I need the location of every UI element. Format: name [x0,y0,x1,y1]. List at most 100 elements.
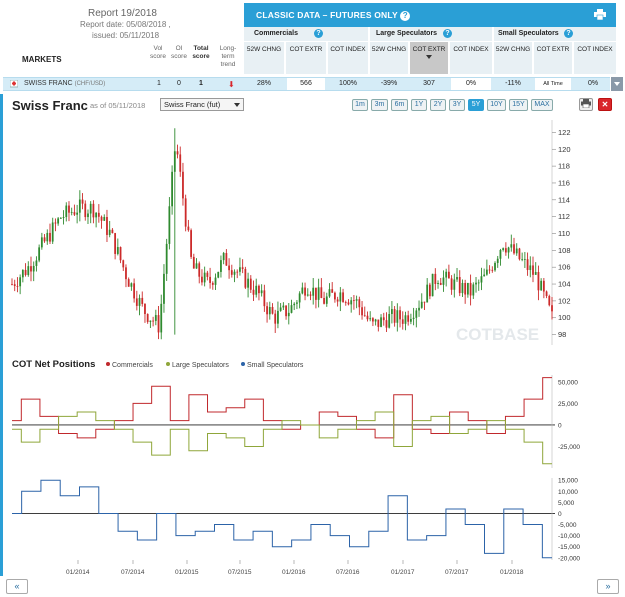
range-6m-button[interactable]: 6m [391,99,408,111]
price-candle [59,217,62,219]
price-candle [480,276,483,283]
price-candle [350,300,353,305]
total-score-header[interactable]: Total score [192,45,210,60]
market-name[interactable]: SWISS FRANC (CHF/USD) [24,80,105,87]
price-candle [420,301,423,308]
lg-52w-header[interactable]: 52W CHNG [370,42,408,74]
price-candle [504,248,507,253]
net-tick-label: 0 [558,422,562,429]
sm-52w-header[interactable]: 52W CHNG [494,42,532,74]
price-candle [21,269,24,278]
price-candle [130,283,133,287]
range-10y-button[interactable]: 10Y [487,99,506,111]
printer-icon[interactable] [594,9,606,20]
price-candle [445,271,448,278]
lg-index-header[interactable]: COT INDEX [450,42,492,74]
range-1m-button[interactable]: 1m [352,99,368,111]
price-candle [35,260,38,266]
price-candle [304,287,306,296]
price-candle [453,279,456,290]
sm-extr-header[interactable]: COT EXTR [534,42,572,74]
price-candle [114,233,117,254]
price-candle [182,171,184,199]
price-candle [201,276,203,283]
price-candle [51,222,54,242]
commercials-band [244,27,368,41]
price-candle [298,293,301,303]
price-candle [483,274,486,277]
price-candle [426,284,429,303]
price-candle [521,259,524,260]
trend-header[interactable]: Long-term trend [219,45,237,68]
price-candle [81,199,84,204]
price-candle [198,263,201,277]
price-candle [377,319,380,327]
x-tick-label: 07/2017 [445,569,469,576]
range-15y-button[interactable]: 15Y [509,99,528,111]
price-candle [442,277,445,285]
help-icon[interactable]: ? [443,29,452,38]
price-candle [358,299,361,308]
oi-score-header[interactable]: OI score [171,45,187,60]
sm-index-header[interactable]: COT INDEX [574,42,616,74]
com-52w-header[interactable]: 52W CHNG [244,42,284,74]
price-candle [325,296,328,304]
close-chart-button[interactable]: ✕ [598,98,612,111]
range-3y-button[interactable]: 3Y [449,99,465,111]
report-title: Report 19/2018 [88,8,157,19]
price-candle [266,306,268,315]
price-candle [456,277,458,280]
price-candle [125,267,127,280]
lg-extr-header[interactable]: COT EXTR [410,42,448,74]
price-candle [388,314,391,328]
small-tick-label: -10,000 [558,533,580,540]
price-candle [138,297,141,306]
price-candle [496,258,499,263]
print-chart-button[interactable] [579,98,593,111]
price-candle [529,265,532,271]
help-icon[interactable]: ? [564,29,573,38]
watermark: COTBASE [456,325,539,344]
price-candle [103,217,106,221]
com-index-header[interactable]: COT INDEX [328,42,368,74]
legend-marker [106,362,110,366]
price-tick-label: 108 [558,246,571,255]
range-5y-button[interactable]: 5Y [468,99,484,111]
panel-accent [0,94,3,576]
row-dropdown-button[interactable] [611,77,623,91]
market-pair: (CHF/USD) [74,81,106,87]
price-candle [472,284,475,296]
vol-score-header[interactable]: Vol score [150,45,166,60]
prev-market-button[interactable]: « [6,579,28,594]
range-3m-button[interactable]: 3m [371,99,388,111]
com-extr-header[interactable]: COT EXTR [286,42,326,74]
large-band [370,27,492,41]
range-2y-button[interactable]: 2Y [430,99,446,111]
next-market-button[interactable]: » [597,579,619,594]
price-candle [537,272,540,291]
price-candle [401,319,404,324]
price-candle [260,290,263,294]
price-candle [282,305,285,308]
price-candle [222,253,225,261]
price-candle [344,302,347,303]
range-1y-button[interactable]: 1Y [411,99,427,111]
price-candle [545,291,548,296]
help-icon[interactable]: ? [314,29,323,38]
range-max-button[interactable]: MAX [531,99,553,111]
legend-label: Large Speculators [172,362,229,369]
price-candle [366,315,369,320]
price-candle [279,307,282,311]
price-candle [16,285,19,287]
price-candle [458,277,461,294]
price-candle [418,307,420,311]
help-icon[interactable]: ? [400,10,411,21]
price-candle [540,280,543,291]
x-tick-label: 07/2015 [228,569,252,576]
market-select[interactable]: Swiss Franc (fut) [160,98,244,111]
classic-data-title: CLASSIC DATA – FUTURES ONLY [256,10,398,20]
price-candle [328,289,331,297]
price-candle [152,320,155,322]
price-candle [293,303,296,306]
